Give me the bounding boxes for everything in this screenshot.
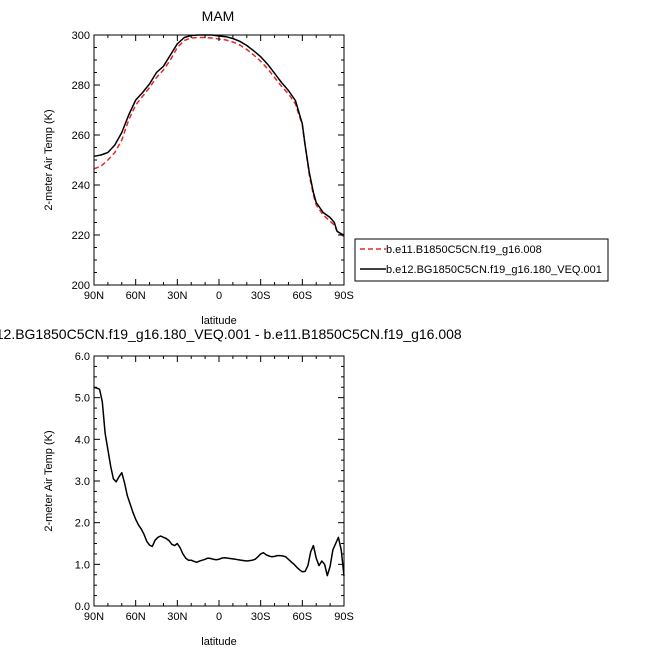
- y-tick-label: 240: [72, 180, 90, 192]
- y-tick-label: 4.0: [75, 434, 90, 446]
- legend: b.e11.B1850C5CN.f19_g16.008 b.e12.BG1850…: [354, 238, 609, 282]
- y-tick-label: 1.0: [75, 559, 90, 571]
- x-tick-label: 0: [216, 611, 222, 623]
- chart1-series-line-2: [93, 34, 345, 236]
- y-tick-label: 200: [72, 280, 90, 292]
- x-tick-label: 60N: [126, 611, 146, 623]
- y-tick-label: 6.0: [75, 351, 90, 363]
- bottom-chart: b.e12.BG1850C5CN.f19_g16.180_VEQ.001 - b…: [0, 326, 462, 648]
- bottom-chart-title: b.e12.BG1850C5CN.f19_g16.180_VEQ.001 - b…: [0, 326, 462, 342]
- bottom-series-group: [93, 386, 345, 577]
- x-tick-label: 0: [216, 290, 222, 302]
- x-tick-label: 60N: [126, 290, 146, 302]
- chart2-series-line-1: [93, 386, 345, 577]
- x-tick-label: 30S: [251, 611, 271, 623]
- x-tick-label: 90S: [334, 611, 354, 623]
- y-tick-label: 220: [72, 230, 90, 242]
- x-tick-label: 90N: [84, 290, 104, 302]
- y-tick-label: 260: [72, 130, 90, 142]
- x-tick-label: 30N: [167, 290, 187, 302]
- x-tick-label: 30S: [251, 290, 271, 302]
- x-tick-label: 60S: [293, 290, 313, 302]
- top-x-axis-label: latitude: [201, 315, 236, 327]
- bottom-y-axis-label: 2-meter Air Temp (K): [43, 430, 55, 531]
- top-chart: MAM 90N 60N 30N 0 30S 60S 90S 200 220 240 260 280 30…: [43, 8, 609, 327]
- y-tick-label: 5.0: [75, 393, 90, 405]
- y-tick-label: 280: [72, 80, 90, 92]
- x-tick-label: 60S: [293, 611, 313, 623]
- legend-label-series-2: b.e12.BG1850C5CN.f19_g16.180_VEQ.001: [386, 264, 602, 276]
- y-tick-label: 3.0: [75, 476, 90, 488]
- y-tick-label: 2.0: [75, 518, 90, 530]
- y-tick-label: 0.0: [75, 601, 90, 613]
- bottom-axes-ticks: 90N 60N 30N 0 30S 60S 90S 0.0 1.0 2.0 3.0 4.0 5.0 6.0: [75, 351, 354, 623]
- top-y-axis-label: 2-meter Air Temp (K): [43, 109, 55, 210]
- x-tick-label: 90N: [84, 611, 104, 623]
- legend-label-series-1: b.e11.B1850C5CN.f19_g16.008: [386, 244, 542, 256]
- chart1-series-line-1: [93, 36, 345, 237]
- legend-box: [354, 238, 609, 282]
- top-series-group: [93, 34, 345, 237]
- bottom-x-axis-label: latitude: [201, 636, 236, 648]
- top-axes-ticks: 90N 60N 30N 0 30S 60S 90S 200 220 240 260 280 300: [72, 30, 354, 302]
- y-tick-label: 300: [72, 30, 90, 42]
- top-chart-title: MAM: [202, 8, 235, 24]
- x-tick-label: 30N: [167, 611, 187, 623]
- x-tick-label: 90S: [334, 290, 354, 302]
